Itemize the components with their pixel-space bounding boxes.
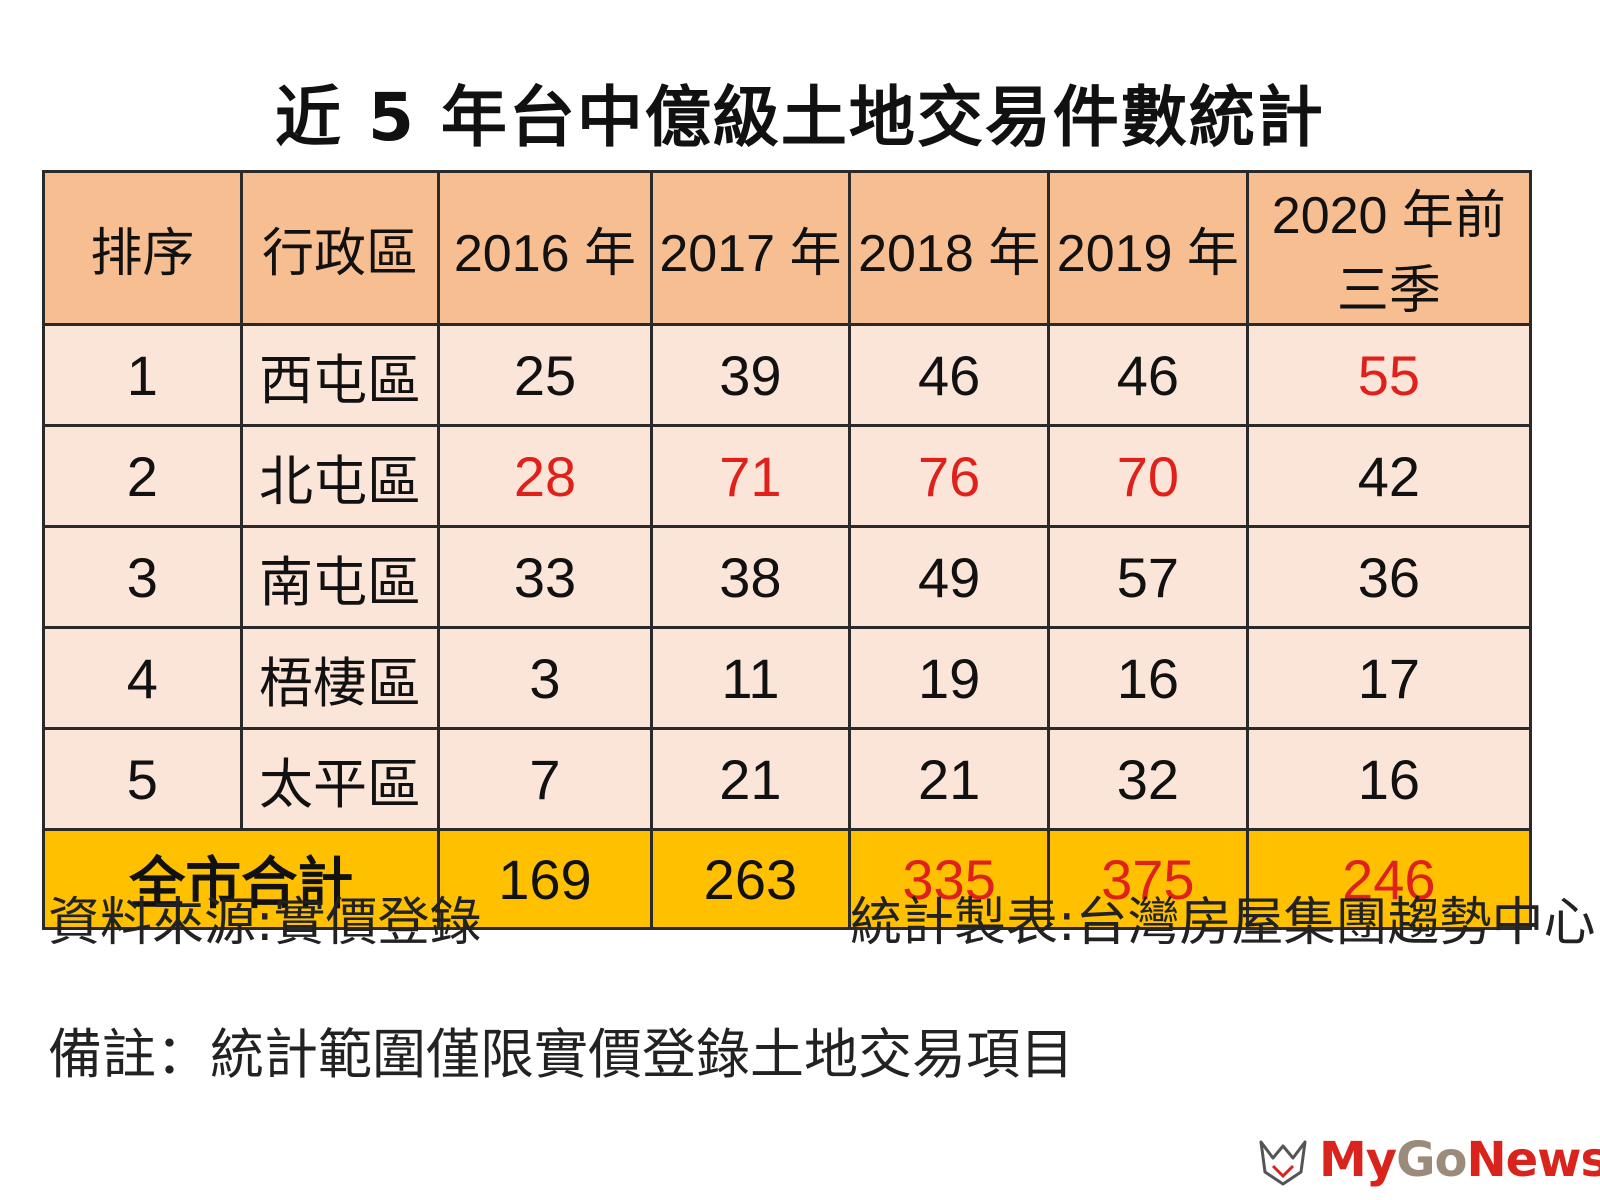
value-cell: 17 xyxy=(1245,626,1533,730)
value-cell: 57 xyxy=(1047,525,1249,629)
land-transaction-table: 排序 行政區 2016 年 2017 年 2018 年 2019 年 2020 … xyxy=(41,170,1533,930)
header-2016: 2016 年 xyxy=(437,170,653,326)
value-cell: 11 xyxy=(649,626,852,730)
header-2019: 2019 年 xyxy=(1047,170,1249,326)
logo-text-news: News xyxy=(1466,1132,1600,1188)
mygonews-logo: MyGoNews xyxy=(1255,1130,1600,1190)
rank-cell: 4 xyxy=(42,626,243,730)
value-cell: 7 xyxy=(437,727,653,831)
compiled-by-note: 統計製表:台灣房屋集團趨勢中心 xyxy=(850,893,1596,953)
remark-note: 備註：統計範圍僅限實價登錄土地交易項目 xyxy=(48,1023,1074,1086)
data-source-note: 資料來源:實價登錄 xyxy=(48,893,482,953)
value-cell: 39 xyxy=(649,323,852,427)
value-cell: 36 xyxy=(1245,525,1533,629)
header-2017: 2017 年 xyxy=(649,170,852,326)
table-row: 5 太平區 7 21 21 32 16 xyxy=(42,727,1533,831)
logo-text-my: My xyxy=(1319,1132,1397,1188)
value-cell: 33 xyxy=(437,525,653,629)
total-value-cell: 335 xyxy=(848,828,1050,930)
table-row: 1 西屯區 25 39 46 46 55 xyxy=(42,323,1533,427)
value-cell: 28 xyxy=(437,424,653,528)
value-cell: 49 xyxy=(848,525,1050,629)
value-cell: 19 xyxy=(848,626,1050,730)
value-cell: 21 xyxy=(649,727,852,831)
value-cell: 46 xyxy=(1047,323,1249,427)
table-row: 4 梧棲區 3 11 19 16 17 xyxy=(42,626,1533,730)
value-cell: 42 xyxy=(1245,424,1533,528)
logo-text-go: Go xyxy=(1396,1132,1467,1188)
rank-cell: 3 xyxy=(42,525,243,629)
value-cell: 71 xyxy=(649,424,852,528)
total-value-cell: 169 xyxy=(437,828,653,930)
value-cell: 16 xyxy=(1047,626,1249,730)
value-cell: 32 xyxy=(1047,727,1249,831)
district-cell: 北屯區 xyxy=(239,424,441,528)
rank-cell: 1 xyxy=(42,323,243,427)
table-header-row: 排序 行政區 2016 年 2017 年 2018 年 2019 年 2020 … xyxy=(42,170,1533,326)
total-value-cell: 246 xyxy=(1245,828,1533,930)
mygonews-logo-icon xyxy=(1259,1140,1307,1186)
value-cell: 21 xyxy=(848,727,1050,831)
value-cell: 55 xyxy=(1245,323,1533,427)
district-cell: 太平區 xyxy=(239,727,441,831)
district-cell: 西屯區 xyxy=(239,323,441,427)
value-cell: 70 xyxy=(1047,424,1249,528)
district-cell: 南屯區 xyxy=(239,525,441,629)
total-label: 全市合計 xyxy=(41,828,441,930)
header-district: 行政區 xyxy=(239,170,441,326)
value-cell: 16 xyxy=(1245,727,1533,831)
district-cell: 梧棲區 xyxy=(239,626,441,730)
value-cell: 3 xyxy=(437,626,653,730)
header-2020-q1-q3: 2020 年前三季 xyxy=(1245,170,1533,326)
total-row: 全市合計 169 263 335 375 246 xyxy=(41,828,1533,930)
total-value-cell: 375 xyxy=(1047,828,1249,930)
header-rank: 排序 xyxy=(42,170,243,326)
total-value-cell: 263 xyxy=(649,828,852,930)
page-title: 近 5 年台中億級土地交易件數統計 xyxy=(275,79,1325,156)
value-cell: 76 xyxy=(848,424,1050,528)
rank-cell: 5 xyxy=(42,727,243,831)
value-cell: 38 xyxy=(649,525,852,629)
table-row: 3 南屯區 33 38 49 57 36 xyxy=(42,525,1533,629)
logo-wordmark: MyGoNews xyxy=(1319,1132,1600,1188)
value-cell: 25 xyxy=(437,323,653,427)
header-2018: 2018 年 xyxy=(848,170,1050,326)
rank-cell: 2 xyxy=(42,424,243,528)
table-row: 2 北屯區 28 71 76 70 42 xyxy=(42,424,1533,528)
value-cell: 46 xyxy=(848,323,1050,427)
